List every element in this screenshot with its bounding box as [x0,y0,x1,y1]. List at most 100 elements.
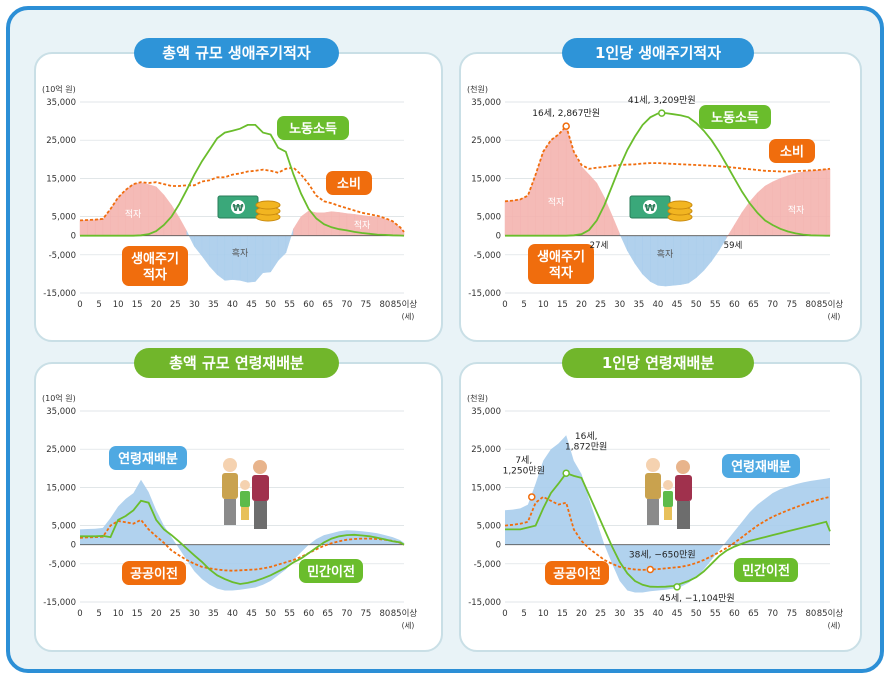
chart2-x-unit: (세) [828,312,841,321]
chart2-gap-area [802,170,812,236]
chart2-gap-area [550,133,559,236]
chart2-y-tick: 35,000 [471,98,501,108]
chart4-x-tick: 80 [805,609,816,619]
chart4-x-tick: 5 [521,609,526,619]
chart2-gap-area [818,168,827,236]
chart2-label-cross1: 27세 [590,241,609,251]
chart4-label-realloc: 연령재배분 [722,454,800,478]
chart3-x-tick: 45 [246,609,257,619]
chart1-y-tick: 35,000 [46,98,76,108]
chart1-gap-area [87,219,96,236]
chart1-label-deficit-right: 적자 [354,219,371,231]
chart1-x-unit: (세) [402,312,415,321]
chart2-gap-area [734,211,743,236]
chart2-label-lifecycle-deficit-text: 생애주기 적자 [537,249,585,281]
chart4-x-tick: 35 [633,609,644,619]
chart1-label-consumption-bg [326,171,372,195]
chart4-label-private-text: 민간이전 [742,563,790,579]
chart2-annotation: 16세, 2,867만원 [532,108,600,119]
chart2-gap-area [810,169,819,236]
chart2-gap-area [581,165,590,236]
chart2-x-tick: 0 [502,300,507,310]
chart3-family-icon-grandparent-body [222,473,238,499]
chart1-gap-area [369,215,378,236]
chart3-x-tick: 30 [189,609,200,619]
chart2-gap-area [711,235,720,263]
chart1-x-tick: 65 [322,300,333,310]
chart2-x-tick: 65 [748,300,759,310]
chart2-annotation-marker [658,109,666,117]
chart2-x-tick: 60 [729,300,740,310]
chart2-x-tick: 45 [672,300,683,310]
chart2-x-tick: 70 [767,300,778,310]
chart4-family-icon-grandparent-legs [647,499,659,525]
chart3-family-icon-parent-legs [254,501,267,529]
chart1-y-tick: 0 [71,232,76,242]
chart2-gap-area [695,235,705,279]
chart1-gap-area [323,211,332,236]
chart4-x-tick: 50 [691,609,702,619]
chart1-gap-area [209,235,218,276]
chart4-label-private-bg [734,558,798,582]
chart2-gap-area [619,233,628,251]
chart4-family-icon-parent-legs [677,501,690,529]
chart2-label-consumption-text: 소비 [780,145,804,160]
chart1-gap-area [300,210,309,236]
chart4-y-tick: -5,000 [474,560,501,570]
chart2-x-tick: 75 [786,300,797,310]
chart2-unit: (천원) [467,84,488,94]
chart1-gap-area [148,184,157,236]
chart4-family-icon-parent-body [675,475,692,501]
chart2-gap-area [672,235,682,286]
chart3-x-unit: (세) [402,621,415,630]
chart2-gap-area [504,200,513,236]
chart4-label-public-bg [545,561,609,585]
chart4-x-tick: 55 [710,609,721,619]
chart2-label-lifecycle-deficit: 생애주기 적자 [528,244,594,284]
chart3-x-tick: 75 [360,609,371,619]
chart4-x-tick: 60 [729,609,740,619]
chart3-x-tick: 15 [132,609,143,619]
chart3-label-public-text: 공공이전 [130,566,178,582]
chart1-x-tick: 50 [265,300,276,310]
chart1-x-tick: 40 [227,300,238,310]
chart1-banknote-icon-mark [231,200,245,214]
chart1-y-tick: 15,000 [46,174,76,184]
chart3-label-private-text: 민간이전 [307,564,355,580]
chart1-line-consumption [79,166,405,233]
chart1-unit: (10억 원) [42,84,76,94]
chart1-gap-area [377,216,386,236]
chart2-gap-area [787,173,796,236]
chart2-x-tick: 20 [576,300,587,310]
chart4-label-realloc-bg [722,454,800,478]
chart2-gap-area [688,235,697,284]
chart3-x-tick: 85이상 [391,608,418,619]
chart3-area-realloc [80,479,404,591]
chart1-coin-icon [255,200,281,210]
chart2-label-deficit-left: 적자 [548,196,565,208]
chart1-label-labor-text: 노동소득 [289,122,337,137]
chart2-label-lifecycle-deficit-bg [528,244,594,284]
chart3-y-tick: 0 [71,541,76,551]
chart2-coin-icon [667,200,693,210]
chart4-x-tick: 30 [614,609,625,619]
chart4-family-icon-grandparent-body [645,473,661,499]
chart1-won-symbol: ₩ [232,203,243,214]
chart1-x-tick: 60 [303,300,314,310]
chart1-label-lifecycle-deficit-text: 생애주기 적자 [131,251,179,283]
chart4-annotation: 7세, 1,250만원 [503,455,545,476]
chart4-x-tick: 75 [786,609,797,619]
chart2-label-consumption-bg [769,139,815,163]
chart2-gap-area [665,235,674,287]
chart4-line-public [504,495,831,571]
chart1-x-tick: 85이상 [391,299,418,310]
chart1-label-labor-bg [277,116,349,140]
chart1-label-lifecycle-deficit: 생애주기 적자 [122,246,188,286]
chart4-family-icon-child-body [663,491,673,507]
chart2-gap-area [795,171,804,236]
chart4-annotation: 45세, −1,104만원 [659,593,734,604]
chart4-x-tick: 20 [576,609,587,619]
chart3-label-public: 공공이전 [122,561,186,585]
panel-total-realloc [34,362,443,652]
